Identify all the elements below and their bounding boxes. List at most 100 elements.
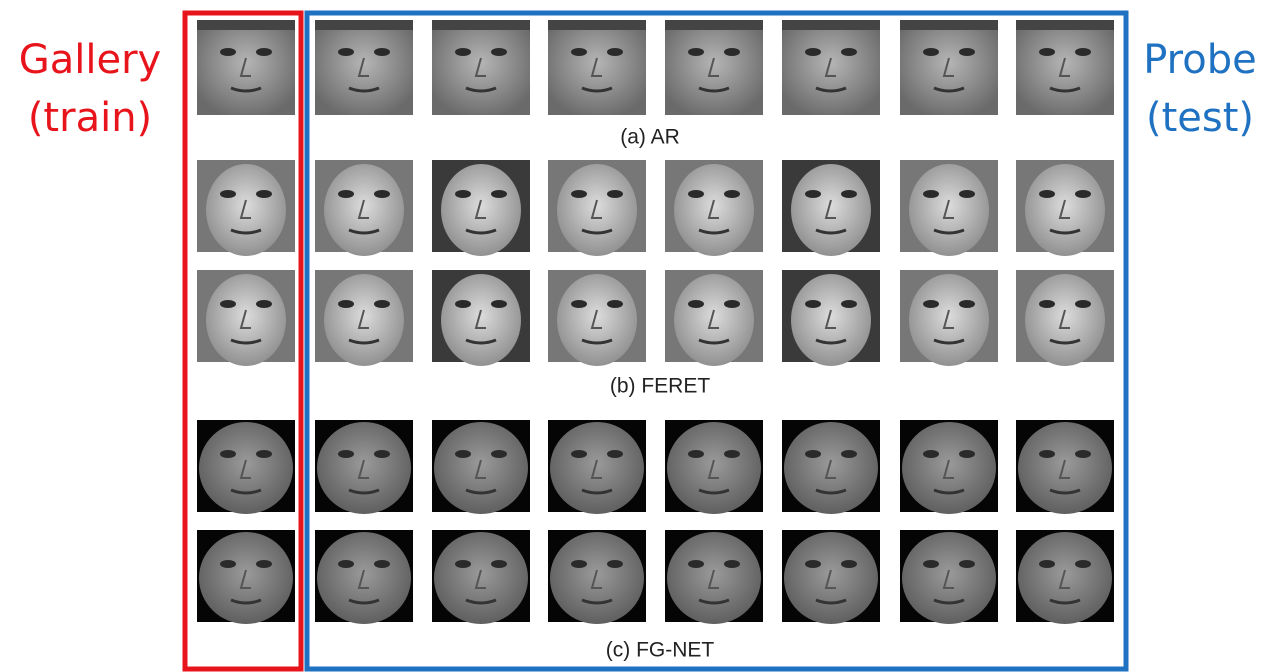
eye <box>607 450 623 458</box>
eye <box>256 450 272 458</box>
eye <box>1075 450 1091 458</box>
eye <box>841 190 857 198</box>
face-image <box>1016 270 1114 366</box>
eye <box>607 48 623 56</box>
gallery-sub-label: (train) <box>28 95 152 141</box>
hair <box>1016 20 1114 30</box>
eye <box>923 450 939 458</box>
eye <box>688 190 704 198</box>
face-background <box>665 20 763 115</box>
hair <box>548 20 646 30</box>
face <box>434 532 528 624</box>
face-background <box>432 20 530 115</box>
face <box>791 274 871 366</box>
eye <box>724 300 740 308</box>
face-image <box>548 20 646 115</box>
eye <box>491 190 507 198</box>
eye <box>220 300 236 308</box>
eye <box>959 190 975 198</box>
eye <box>1075 190 1091 198</box>
eye <box>338 190 354 198</box>
eye <box>805 560 821 568</box>
eye <box>338 300 354 308</box>
eye <box>374 190 390 198</box>
face <box>1025 274 1105 366</box>
eye <box>607 560 623 568</box>
eye <box>923 300 939 308</box>
hair <box>315 20 413 30</box>
eye <box>805 450 821 458</box>
face-image <box>432 160 530 256</box>
eye <box>805 48 821 56</box>
face-image <box>900 530 998 624</box>
eye <box>959 560 975 568</box>
face <box>784 532 878 624</box>
face <box>199 422 293 514</box>
face-image <box>432 420 530 514</box>
face-image <box>315 420 413 514</box>
hair <box>665 20 763 30</box>
eye <box>220 190 236 198</box>
face-image <box>432 270 530 366</box>
eye <box>491 560 507 568</box>
eye <box>923 560 939 568</box>
hair <box>900 20 998 30</box>
eye <box>256 48 272 56</box>
face-image <box>782 530 880 624</box>
face <box>317 422 411 514</box>
face <box>206 274 286 366</box>
eye <box>959 48 975 56</box>
figure: Gallery (train) Probe (test) (a) AR (b) … <box>0 0 1274 672</box>
eye <box>841 300 857 308</box>
eye <box>724 48 740 56</box>
face <box>550 532 644 624</box>
face <box>550 422 644 514</box>
eye <box>1039 48 1055 56</box>
face <box>902 532 996 624</box>
face-background <box>548 20 646 115</box>
face-background <box>315 20 413 115</box>
eye <box>607 300 623 308</box>
face <box>902 422 996 514</box>
face-image <box>665 420 763 514</box>
eye <box>491 300 507 308</box>
eye <box>805 190 821 198</box>
eye <box>220 450 236 458</box>
face <box>791 164 871 256</box>
face <box>784 422 878 514</box>
eye <box>688 48 704 56</box>
eye <box>571 560 587 568</box>
face-image <box>665 530 763 624</box>
eye <box>959 300 975 308</box>
face-image <box>665 20 763 115</box>
face-image <box>900 270 998 366</box>
eye <box>688 450 704 458</box>
face-image <box>782 420 880 514</box>
caption: (a) AR <box>620 126 680 149</box>
eye <box>1039 190 1055 198</box>
face-background <box>1016 20 1114 115</box>
probe-label: Probe <box>1143 37 1256 83</box>
face-image <box>315 530 413 624</box>
face <box>324 274 404 366</box>
face <box>434 422 528 514</box>
eye <box>571 48 587 56</box>
face-image <box>1016 20 1114 115</box>
face-image <box>548 160 646 256</box>
eye <box>1075 300 1091 308</box>
face-image <box>315 20 413 115</box>
face-image <box>782 20 880 115</box>
eye <box>805 300 821 308</box>
face-image <box>1016 420 1114 514</box>
hair <box>782 20 880 30</box>
face <box>557 164 637 256</box>
face-image <box>197 530 295 624</box>
face-image <box>197 20 295 115</box>
face-image <box>548 530 646 624</box>
face-image <box>900 160 998 256</box>
probe-sub-label: (test) <box>1146 95 1254 141</box>
eye <box>374 48 390 56</box>
face-image <box>1016 530 1114 624</box>
eye <box>374 450 390 458</box>
eye <box>571 300 587 308</box>
